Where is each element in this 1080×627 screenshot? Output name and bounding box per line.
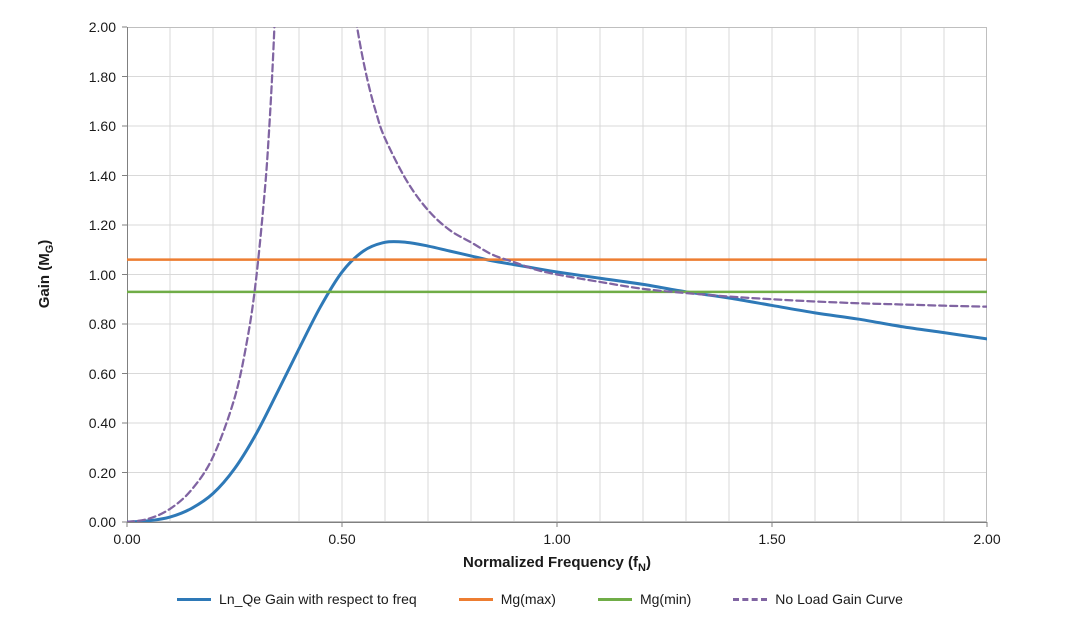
plot-area (122, 26, 988, 527)
y-tick-label: 2.00 (88, 19, 116, 35)
x-tick-label: 0.00 (113, 531, 141, 547)
y-tick-label: 1.40 (88, 167, 116, 184)
legend-label-1: Mg(max) (500, 591, 556, 607)
x-tick-label: 2.00 (973, 531, 1001, 547)
y-tick-label: 0.80 (88, 316, 116, 332)
legend-label-3: No Load Gain Curve (775, 591, 903, 607)
y-axis-title-text: Gain (M (36, 253, 53, 309)
y-tick-label: 1.00 (88, 266, 116, 283)
legend: Ln_Qe Gain with respect to freq Mg(max) Mg… (0, 591, 1080, 607)
series-line-3 (127, 27, 276, 522)
y-tick-label: 0.20 (88, 464, 116, 481)
legend-item-1: Mg(max) (458, 591, 556, 607)
series-line-0 (127, 240, 987, 522)
y-axis-title-subscript: G (44, 244, 56, 254)
y-tick-label: 1.60 (88, 118, 116, 134)
legend-item-2: Mg(min) (597, 591, 692, 607)
x-axis-title: Normalized Frequency (fN) (127, 554, 987, 574)
series-group (127, 27, 987, 522)
x-axis-title-text: Normalized Frequency (f (463, 554, 639, 571)
series-line-3 (355, 27, 987, 308)
y-axis-title: Gain (MG) (36, 240, 56, 309)
legend-swatch-0 (177, 597, 212, 601)
x-axis-title-close: ) (646, 554, 651, 571)
legend-swatch-1 (458, 597, 493, 601)
gridlines (127, 27, 987, 522)
x-tick-label: 1.50 (758, 531, 786, 547)
legend-item-3: No Load Gain Curve (733, 591, 903, 607)
y-tick-label: 0.40 (88, 415, 116, 431)
y-tick-label: 0.60 (88, 365, 116, 382)
axes (122, 26, 988, 527)
x-tick-label: 1.00 (543, 531, 571, 547)
legend-swatch-2 (597, 597, 632, 601)
y-tick-label: 0.00 (88, 514, 116, 530)
legend-label-0: Ln_Qe Gain with respect to freq (219, 591, 417, 607)
y-tick-label: 1.80 (88, 68, 116, 85)
legend-swatch-3 (733, 597, 768, 601)
legend-item-0: Ln_Qe Gain with respect to freq (177, 591, 417, 607)
x-tick-label: 0.50 (328, 531, 356, 547)
legend-label-2: Mg(min) (639, 591, 692, 607)
y-tick-label: 1.20 (88, 217, 116, 233)
x-axis-title-subscript: N (638, 562, 646, 574)
y-axis-title-close: ) (36, 239, 53, 245)
